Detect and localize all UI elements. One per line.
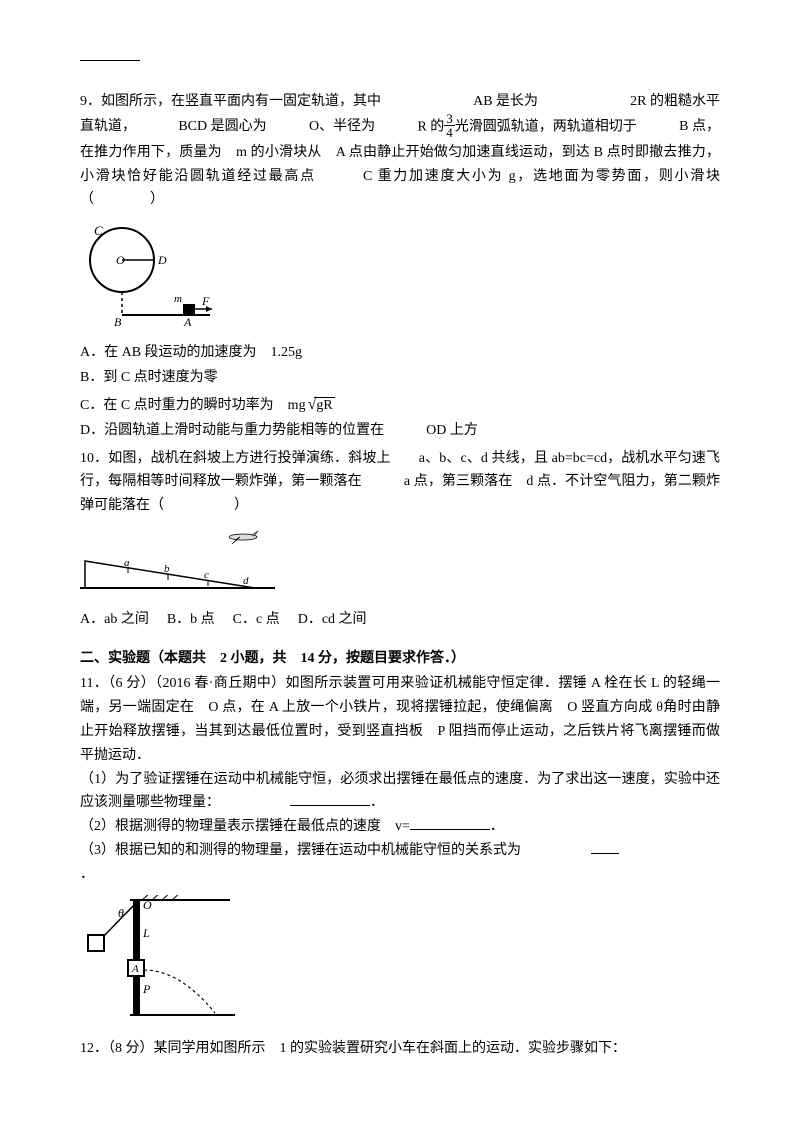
fraction-3-4: 34 bbox=[444, 112, 455, 139]
svg-text:A: A bbox=[183, 315, 192, 329]
svg-text:D: D bbox=[157, 253, 167, 267]
q10-option-b: B．b 点 bbox=[167, 608, 215, 632]
q9-option-c: C．在 C 点时重力的瞬时功率为 mggR bbox=[80, 391, 720, 418]
q9-line2-e: 光滑圆弧轨道，两轨道相切于 bbox=[455, 120, 637, 135]
svg-text:F: F bbox=[201, 294, 210, 308]
q9-line1-c: 2R 的粗糙水平 bbox=[630, 90, 720, 114]
svg-text:c: c bbox=[204, 569, 209, 581]
q11-sub3-end: ． bbox=[80, 863, 720, 887]
q9-line1-b: AB 是长为 bbox=[473, 90, 538, 114]
q11-sub2: （2）根据测得的物理量表示摆锤在最低点的速度 v=． bbox=[80, 815, 720, 839]
svg-text:L: L bbox=[142, 926, 150, 940]
question-9: 9．如图所示，在竖直平面内有一固定轨道，其中 AB 是长为 2R 的粗糙水平 直… bbox=[80, 90, 720, 443]
section-2-title: 二、实验题（本题共 2 小题，共 14 分，按题目要求作答．） bbox=[80, 647, 720, 671]
svg-text:O: O bbox=[116, 253, 125, 267]
q10-option-d: D．cd 之间 bbox=[298, 608, 367, 632]
q9-line2-f: B 点， bbox=[679, 115, 720, 139]
q9-line1: 9．如图所示，在竖直平面内有一固定轨道，其中 AB 是长为 2R 的粗糙水平 bbox=[80, 90, 720, 114]
svg-text:A: A bbox=[131, 963, 139, 975]
svg-text:b: b bbox=[164, 563, 170, 575]
svg-text:a: a bbox=[124, 557, 130, 569]
q9-line2-d: R 的 bbox=[417, 120, 444, 135]
svg-text:d: d bbox=[243, 575, 249, 587]
svg-text:B: B bbox=[114, 315, 122, 329]
q10-options: A．ab 之间 B．b 点 C．c 点 D．cd 之间 bbox=[80, 607, 720, 633]
q10-option-c: C．c 点 bbox=[233, 608, 280, 632]
svg-text:m: m bbox=[174, 293, 182, 305]
q9-option-b: B．到 C 点时速度为零 bbox=[80, 366, 720, 390]
q9-line2: 直轨道， BCD 是圆心为 O、半径为 R 的34光滑圆弧轨道，两轨道相切于 B… bbox=[80, 114, 720, 141]
q9-line1-a: 9．如图所示，在竖直平面内有一固定轨道，其中 bbox=[80, 90, 381, 114]
q9-line3: 在推力作用下，质量为 m 的小滑块从 A 点由静止开始做匀加速直线运动，到达 B… bbox=[80, 141, 720, 212]
blank-input-2[interactable] bbox=[410, 816, 490, 830]
blank-input-3[interactable] bbox=[591, 840, 619, 854]
blank-input-1[interactable] bbox=[290, 792, 370, 806]
q10-option-a: A．ab 之间 bbox=[80, 608, 149, 632]
svg-text:C: C bbox=[94, 223, 103, 238]
q9-option-a: A．在 AB 段运动的加速度为 1.25g bbox=[80, 341, 720, 365]
q10-text: 10．如图，战机在斜坡上方进行投弹演练．斜坡上 a、b、c、d 共线，且 ab=… bbox=[80, 447, 720, 518]
sqrt-gR: gR bbox=[306, 391, 335, 418]
q9-line2-a: 直轨道， bbox=[80, 115, 136, 139]
q11-sub1: （1）为了验证摆锤在运动中机械能守恒，必须求出摆锤在最低点的速度．为了求出这一速… bbox=[80, 768, 720, 816]
q12-text: 12．（8 分）某同学用如图所示 1 的实验装置研究小车在斜面上的运动．实验步骤… bbox=[80, 1037, 720, 1061]
q9-figure: C O D B A m F bbox=[80, 220, 720, 339]
q11-sub3: （3）根据已知的和测得的物理量，摆锤在运动中机械能守恒的关系式为 bbox=[80, 839, 720, 863]
q9-line2-b: BCD 是圆心为 bbox=[178, 115, 266, 139]
question-11: 11．（6 分）（2016 春·商丘期中）如图所示装置可用来验证机械能守恒定律．… bbox=[80, 672, 720, 1033]
svg-text:P: P bbox=[142, 982, 151, 996]
q11-text: 11．（6 分）（2016 春·商丘期中）如图所示装置可用来验证机械能守恒定律．… bbox=[80, 672, 720, 767]
q10-figure: a b c d bbox=[80, 526, 720, 605]
question-12: 12．（8 分）某同学用如图所示 1 的实验装置研究小车在斜面上的运动．实验步骤… bbox=[80, 1037, 720, 1061]
question-10: 10．如图，战机在斜坡上方进行投弹演练．斜坡上 a、b、c、d 共线，且 ab=… bbox=[80, 447, 720, 633]
svg-text:θ: θ bbox=[118, 906, 124, 920]
q9-option-d: D．沿圆轨道上滑时动能与重力势能相等的位置在 OD 上方 bbox=[80, 419, 720, 443]
q11-figure: O θ L A P bbox=[80, 895, 720, 1034]
svg-text:O: O bbox=[143, 898, 152, 912]
q9-line2-c: O、半径为 bbox=[309, 115, 375, 139]
